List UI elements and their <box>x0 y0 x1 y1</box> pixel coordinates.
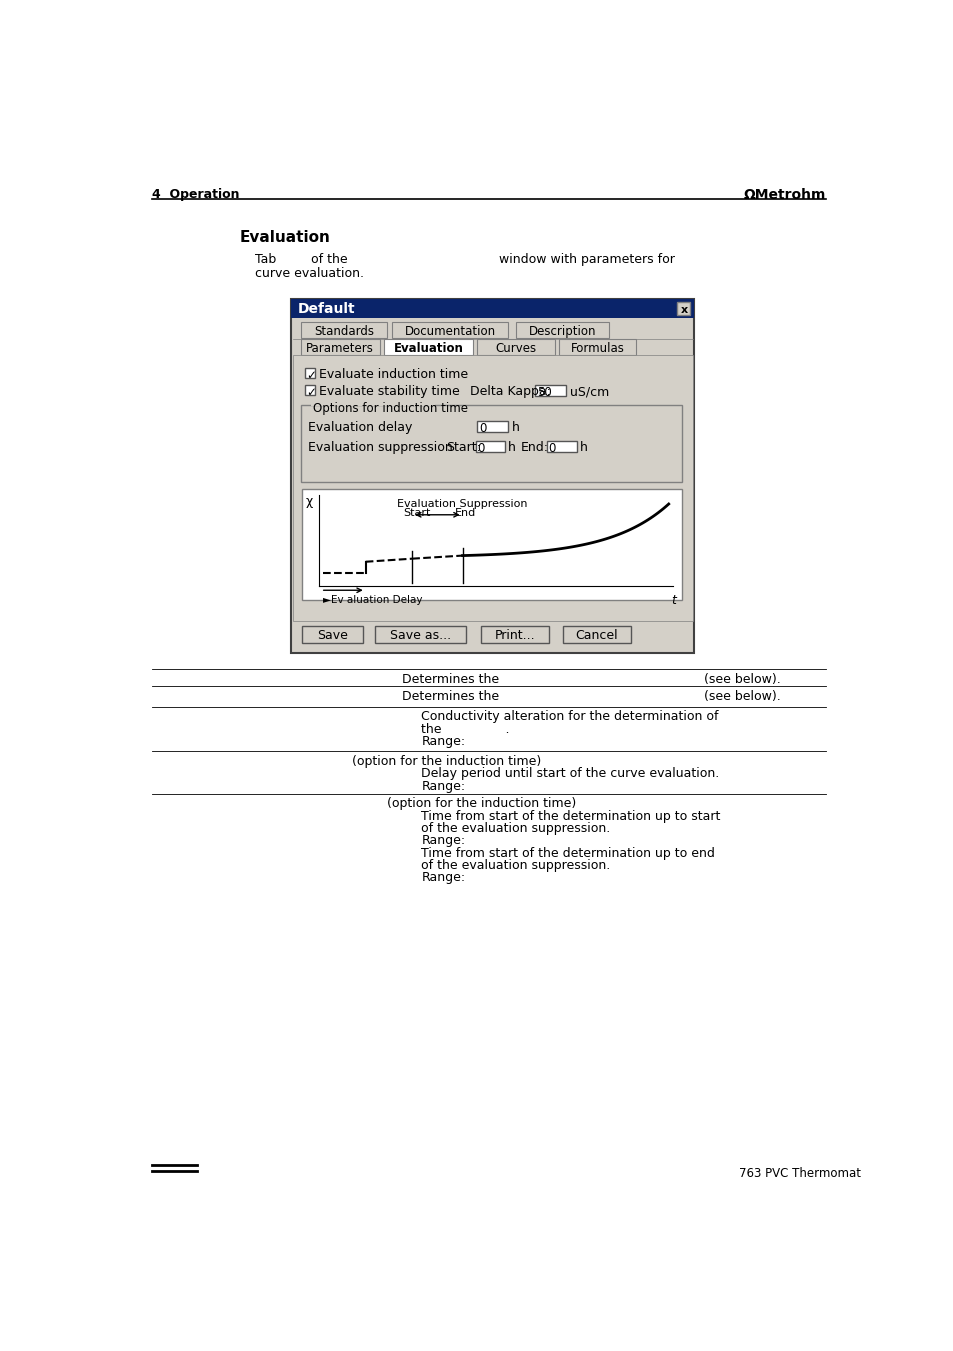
Text: Cancel: Cancel <box>575 628 618 642</box>
Bar <box>302 489 681 600</box>
Text: Range:: Range: <box>421 780 465 793</box>
Text: Start: Start <box>402 508 430 517</box>
Text: (see below).: (see below). <box>703 689 781 703</box>
Text: Formulas: Formulas <box>570 342 623 354</box>
Text: Time from start of the determination up to start: Time from start of the determination up … <box>421 809 720 823</box>
Text: Evaluate stability time: Evaluate stability time <box>319 385 459 399</box>
Text: Evaluate induction time: Evaluate induction time <box>319 369 468 381</box>
Bar <box>476 440 505 451</box>
Text: End:: End: <box>520 440 548 454</box>
Text: of the: of the <box>311 253 348 266</box>
Bar <box>476 422 508 431</box>
Bar <box>291 299 694 317</box>
Bar <box>291 299 694 654</box>
Bar <box>562 626 630 643</box>
Text: Evaluation delay: Evaluation delay <box>308 422 413 434</box>
Text: h: h <box>508 440 516 454</box>
Text: Options for induction time: Options for induction time <box>313 403 468 415</box>
Text: t: t <box>670 594 676 607</box>
Text: Description: Description <box>528 324 596 338</box>
Text: of the evaluation suppression.: of the evaluation suppression. <box>421 821 610 835</box>
Bar <box>375 626 466 643</box>
Text: Delay period until start of the curve evaluation.: Delay period until start of the curve ev… <box>421 767 719 781</box>
Bar <box>476 339 555 354</box>
Text: Documentation: Documentation <box>404 324 496 338</box>
Bar <box>516 323 608 338</box>
Text: Conductivity alteration for the determination of: Conductivity alteration for the determin… <box>421 711 719 723</box>
Text: Save as...: Save as... <box>390 628 451 642</box>
Bar <box>302 626 362 643</box>
Text: h: h <box>512 422 519 434</box>
Text: Default: Default <box>297 303 355 316</box>
Bar <box>300 405 681 482</box>
Text: 4  Operation: 4 Operation <box>152 188 239 201</box>
Text: Start:: Start: <box>446 440 480 454</box>
Text: the                .: the . <box>421 723 510 736</box>
Text: χ: χ <box>305 494 313 508</box>
Bar <box>546 440 576 451</box>
Text: Evaluation Suppression: Evaluation Suppression <box>396 500 527 509</box>
Text: Determines the: Determines the <box>402 673 498 685</box>
Text: Range:: Range: <box>421 835 465 847</box>
Text: 0: 0 <box>548 442 556 455</box>
Text: Delta Kappa:: Delta Kappa: <box>469 385 550 399</box>
Text: Range:: Range: <box>421 735 465 748</box>
Text: 0: 0 <box>479 422 486 435</box>
Text: 0: 0 <box>476 442 484 455</box>
Text: Evaluation suppression: Evaluation suppression <box>308 440 453 454</box>
Bar <box>300 339 380 354</box>
Bar <box>535 385 566 396</box>
Text: Tab: Tab <box>254 253 275 266</box>
Text: Curves: Curves <box>495 342 536 354</box>
Text: Determines the: Determines the <box>402 689 498 703</box>
Text: (option for the induction time): (option for the induction time) <box>352 755 540 767</box>
Bar <box>293 354 692 621</box>
Text: End: End <box>455 508 476 517</box>
Text: ✓: ✓ <box>306 369 315 382</box>
Text: Standards: Standards <box>314 324 374 338</box>
Text: h: h <box>579 440 587 454</box>
Bar <box>305 369 315 378</box>
Bar <box>305 385 315 396</box>
Text: window with parameters for: window with parameters for <box>498 253 674 266</box>
Text: Time from start of the determination up to end: Time from start of the determination up … <box>421 847 715 859</box>
Text: ΩMetrohm: ΩMetrohm <box>743 188 825 203</box>
Text: x: x <box>679 304 687 315</box>
Text: 763 PVC Thermomat: 763 PVC Thermomat <box>739 1167 861 1179</box>
Text: Evaluation: Evaluation <box>394 342 463 354</box>
Text: ✓: ✓ <box>306 386 315 399</box>
Bar <box>300 323 387 338</box>
Bar <box>384 339 473 354</box>
Text: Save: Save <box>316 628 348 642</box>
Text: Evaluation: Evaluation <box>239 230 330 245</box>
Bar <box>311 399 435 407</box>
Text: (option for the induction time): (option for the induction time) <box>386 797 576 811</box>
Bar <box>480 626 549 643</box>
Text: ►Ev aluation Delay: ►Ev aluation Delay <box>323 594 422 605</box>
Text: Parameters: Parameters <box>306 342 374 354</box>
Text: 50: 50 <box>537 386 551 399</box>
Bar <box>558 339 636 354</box>
Text: Print...: Print... <box>495 628 535 642</box>
Bar <box>677 303 690 315</box>
Text: uS/cm: uS/cm <box>570 385 609 399</box>
Text: Range:: Range: <box>421 871 465 885</box>
Bar <box>392 323 508 338</box>
Text: (see below).: (see below). <box>703 673 781 685</box>
Text: curve evaluation.: curve evaluation. <box>254 267 363 280</box>
Text: of the evaluation suppression.: of the evaluation suppression. <box>421 859 610 871</box>
